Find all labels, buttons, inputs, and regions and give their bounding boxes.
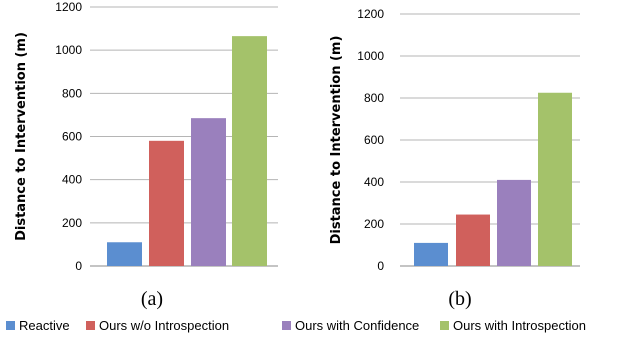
- y-axis-label: Distance to Intervention (m): [329, 36, 344, 245]
- y-tick-label: 1200: [357, 7, 384, 21]
- y-tick-label: 0: [377, 259, 384, 273]
- legend-label: Ours with Confidence: [295, 318, 419, 333]
- bar-b-ours-with-confidence: [497, 179, 531, 266]
- y-tick-label: 400: [62, 173, 82, 187]
- chart-panel-b: 0 200 400 600 800 1000 1200 Distance to Interve…: [329, 7, 580, 310]
- legend-swatch: [6, 321, 15, 330]
- chart-panel-a: 0 200 400 600 800 1000 1200 Distance to Interve…: [14, 0, 278, 310]
- y-tick-label: 400: [364, 175, 384, 189]
- bar-a-ours-with-introspection: [232, 36, 267, 267]
- y-tick-label: 800: [364, 91, 384, 105]
- legend-label: Ours with Introspection: [453, 318, 586, 333]
- y-tick-label: 1200: [55, 0, 82, 14]
- bar-b-ours-w-o-introspection: [456, 214, 490, 266]
- legend-swatch: [86, 321, 95, 330]
- bar-a-ours-with-confidence: [191, 118, 226, 266]
- legend-item: Ours with Confidence: [282, 318, 419, 333]
- legend-item: Ours with Introspection: [440, 318, 586, 333]
- bar-b-ours-with-introspection: [538, 92, 572, 266]
- legend-item: Ours w/o Introspection: [86, 318, 229, 333]
- y-tick-label: 600: [364, 133, 384, 147]
- y-tick-label: 1000: [357, 49, 384, 63]
- y-axis-label: Distance to Intervention (m): [14, 32, 29, 241]
- bar-a-ours-w-o-introspection: [149, 140, 184, 266]
- y-tick-label: 1000: [55, 43, 82, 57]
- legend-label: Ours w/o Introspection: [99, 318, 229, 333]
- legend-swatch: [440, 321, 449, 330]
- legend-label: Reactive: [19, 318, 70, 333]
- y-tick-label: 800: [62, 86, 82, 100]
- bar-b-reactive: [414, 242, 448, 266]
- y-tick-label: 0: [75, 259, 82, 273]
- panel-caption: (b): [448, 288, 471, 310]
- panel-caption: (a): [141, 288, 163, 310]
- bar-a-reactive: [107, 242, 142, 266]
- legend-swatch: [282, 321, 291, 330]
- y-tick-label: 600: [62, 130, 82, 144]
- legend: Reactive Ours w/o Introspection Ours with …: [6, 318, 586, 333]
- y-tick-label: 200: [62, 216, 82, 230]
- legend-item: Reactive: [6, 318, 70, 333]
- y-tick-label: 200: [364, 217, 384, 231]
